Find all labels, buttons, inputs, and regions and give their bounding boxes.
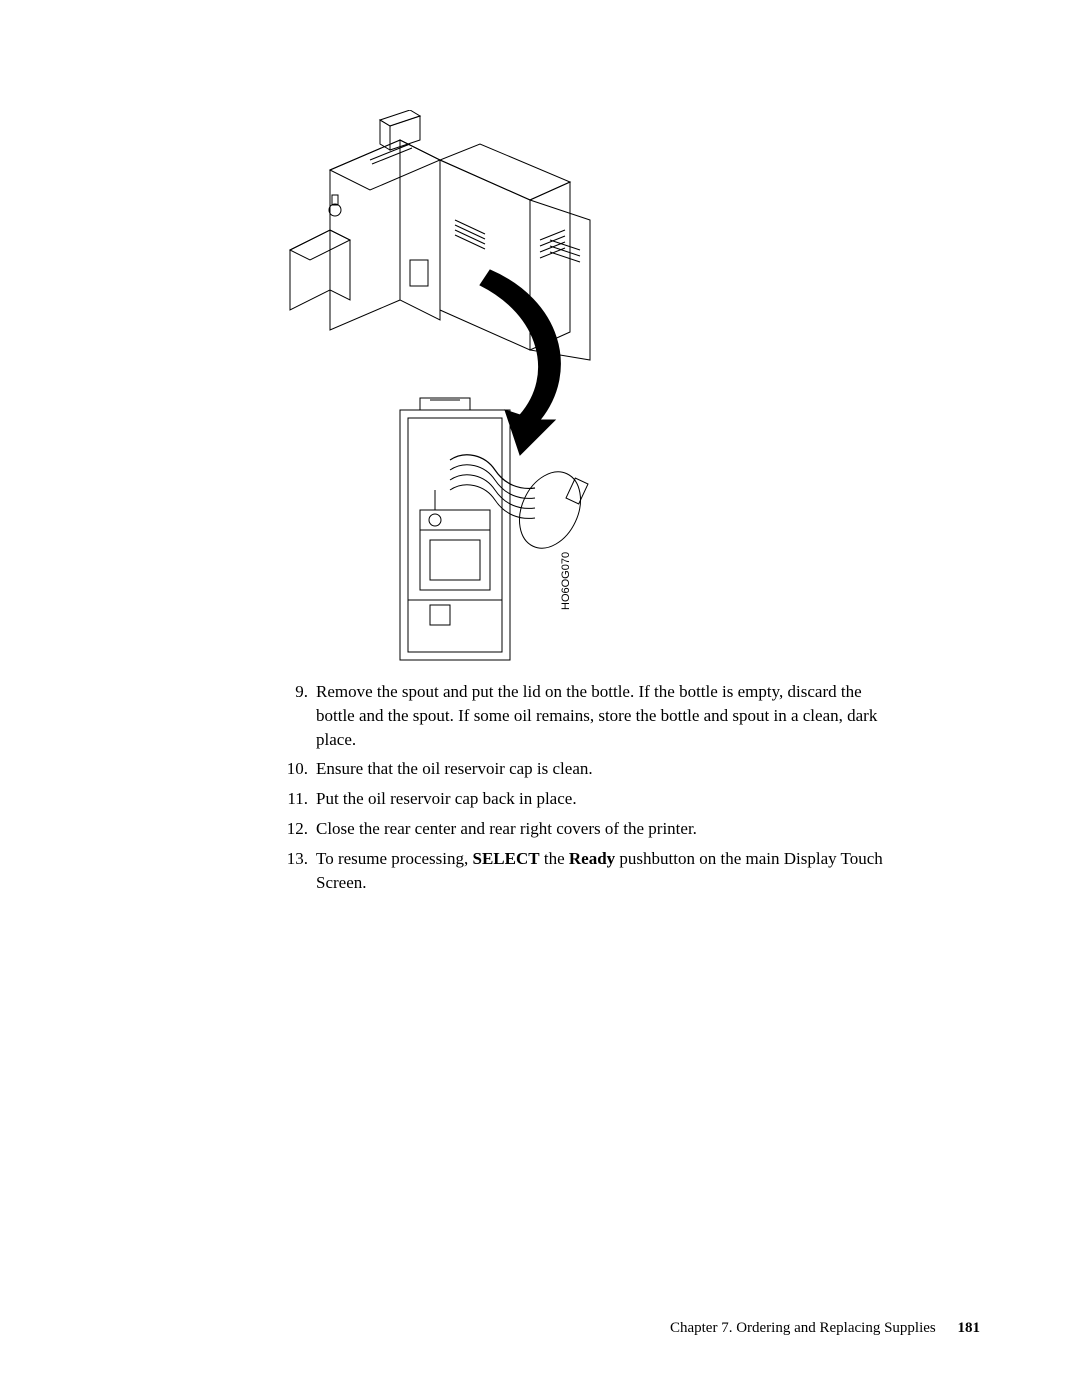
step-text: Close the rear center and rear right cov… bbox=[316, 817, 888, 841]
step-text-run: the bbox=[540, 849, 569, 868]
step-text-run: Ensure that the oil reservoir cap is cle… bbox=[316, 759, 593, 778]
footer-chapter: Chapter 7. Ordering and Replacing Suppli… bbox=[670, 1320, 936, 1336]
step-text-run: To resume processing, bbox=[316, 849, 473, 868]
step-text-run: Put the oil reservoir cap back in place. bbox=[316, 789, 577, 808]
step-number: 13. bbox=[268, 847, 316, 895]
footer-page-number: 181 bbox=[958, 1320, 981, 1336]
step-text-run: Close the rear center and rear right cov… bbox=[316, 819, 697, 838]
instruction-step: 11.Put the oil reservoir cap back in pla… bbox=[268, 787, 888, 811]
step-text-bold: Ready bbox=[569, 849, 615, 868]
step-text: To resume processing, SELECT the Ready p… bbox=[316, 847, 888, 895]
step-text: Put the oil reservoir cap back in place. bbox=[316, 787, 888, 811]
step-text-bold: SELECT bbox=[473, 849, 540, 868]
step-number: 11. bbox=[268, 787, 316, 811]
page-footer: Chapter 7. Ordering and Replacing Suppli… bbox=[670, 1320, 980, 1337]
step-text-run: Remove the spout and put the lid on the … bbox=[316, 682, 877, 749]
instruction-list: 9.Remove the spout and put the lid on th… bbox=[268, 680, 888, 900]
instruction-step: 10.Ensure that the oil reservoir cap is … bbox=[268, 757, 888, 781]
step-number: 12. bbox=[268, 817, 316, 841]
step-text: Remove the spout and put the lid on the … bbox=[316, 680, 888, 751]
instruction-step: 9.Remove the spout and put the lid on th… bbox=[268, 680, 888, 751]
figure-id-label: HO6OG070 bbox=[560, 552, 572, 610]
instruction-step: 13.To resume processing, SELECT the Read… bbox=[268, 847, 888, 895]
document-page: HO6OG070 9.Remove the spout and put the … bbox=[0, 0, 1080, 1397]
step-text: Ensure that the oil reservoir cap is cle… bbox=[316, 757, 888, 781]
step-number: 9. bbox=[268, 680, 316, 751]
instruction-step: 12.Close the rear center and rear right … bbox=[268, 817, 888, 841]
step-number: 10. bbox=[268, 757, 316, 781]
